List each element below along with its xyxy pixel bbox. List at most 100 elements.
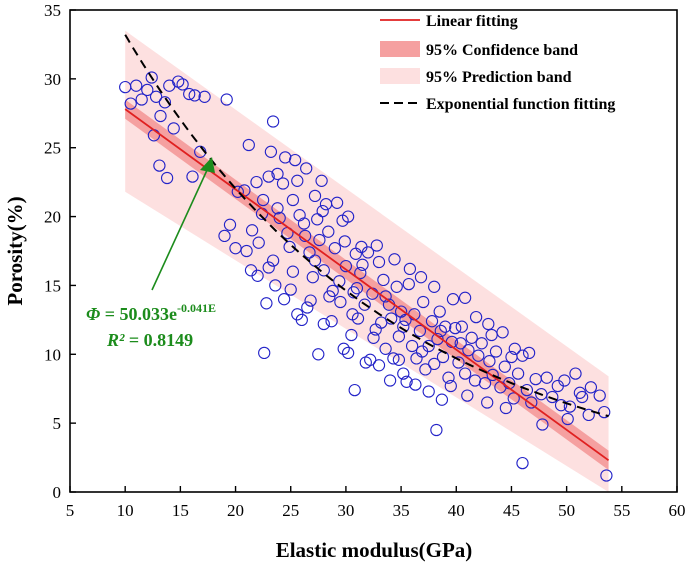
data-point — [291, 174, 304, 187]
data-point — [433, 305, 446, 318]
data-point — [383, 374, 397, 387]
data-point — [397, 367, 410, 380]
data-point — [377, 273, 390, 287]
legend-prediction-swatch — [380, 68, 420, 84]
data-point — [402, 277, 415, 291]
r2-label: R² — [106, 330, 125, 350]
data-point — [598, 405, 611, 419]
data-point — [405, 339, 419, 353]
data-point — [250, 175, 263, 189]
data-point — [322, 225, 335, 238]
x-tick-label: 55 — [613, 501, 630, 520]
data-point — [245, 224, 259, 237]
data-point — [304, 294, 317, 307]
data-point — [338, 235, 351, 248]
data-point — [558, 374, 571, 387]
y-tick-label: 10 — [44, 345, 61, 364]
y-tick-label: 35 — [44, 1, 61, 20]
data-point — [240, 244, 253, 258]
data-point — [498, 360, 511, 373]
data-point — [300, 162, 313, 175]
data-point — [397, 320, 410, 333]
data-point — [223, 218, 237, 231]
data-point — [573, 386, 587, 399]
data-point — [489, 345, 503, 358]
equation-annotation: Φ = 50.033e-0.041E R² = 0.8149 — [86, 157, 216, 350]
data-point — [262, 261, 275, 274]
data-point — [511, 367, 525, 380]
data-point — [409, 378, 422, 391]
data-point — [435, 393, 449, 406]
data-point — [262, 170, 275, 183]
data-point — [540, 371, 553, 384]
data-point — [317, 264, 330, 277]
data-point — [458, 291, 472, 304]
data-point — [266, 254, 280, 267]
x-tick-label: 60 — [669, 501, 685, 520]
data-point — [130, 79, 143, 92]
y-tick-label: 0 — [53, 483, 62, 502]
x-tick-label: 50 — [558, 501, 575, 520]
data-point — [345, 328, 358, 342]
data-point — [313, 233, 326, 247]
data-point — [486, 368, 499, 382]
data-point — [449, 321, 462, 335]
data-point — [135, 93, 148, 106]
data-point — [183, 87, 196, 101]
data-point — [317, 317, 330, 331]
data-point — [442, 371, 455, 384]
equation-exponent: -0.041E — [177, 301, 216, 315]
legend-exponential-label: Exponential function fitting — [426, 96, 615, 113]
y-tick-label: 25 — [44, 139, 61, 158]
data-point — [266, 115, 280, 128]
data-point — [271, 167, 284, 181]
legend: Linear fitting 95% Confidence band 95% P… — [380, 13, 615, 113]
data-point — [452, 356, 465, 369]
data-point — [478, 377, 492, 390]
data-point — [444, 379, 457, 393]
data-point — [160, 171, 174, 185]
data-point — [330, 196, 344, 209]
data-point — [218, 229, 231, 243]
data-point — [355, 240, 368, 254]
data-point — [388, 253, 401, 266]
data-point — [414, 271, 428, 284]
data-point — [387, 352, 400, 365]
data-point — [291, 308, 304, 321]
data-point — [277, 293, 291, 306]
data-point — [563, 400, 577, 413]
x-tick-label: 15 — [172, 501, 189, 520]
y-tick-label: 30 — [44, 70, 61, 89]
data-point — [520, 383, 534, 397]
data-point — [385, 312, 398, 325]
data-point — [306, 271, 319, 284]
data-point — [269, 279, 282, 292]
data-point — [400, 375, 413, 388]
data-point — [258, 346, 271, 360]
data-point — [297, 217, 311, 230]
data-point — [472, 349, 485, 362]
data-point — [561, 412, 574, 426]
data-point — [176, 78, 189, 91]
legend-linear-label: Linear fitting — [426, 13, 518, 30]
data-points — [119, 71, 613, 482]
data-point — [569, 367, 582, 380]
y-axis-title: Porosity(%) — [3, 196, 27, 305]
data-point — [264, 145, 278, 158]
x-tick-label: 45 — [503, 501, 520, 520]
annotation-arrow-line — [151, 167, 209, 291]
data-point — [507, 392, 520, 405]
x-tick-label: 25 — [282, 501, 299, 520]
data-point — [419, 363, 432, 376]
data-point — [141, 83, 154, 97]
x-tick-label: 10 — [117, 501, 134, 520]
data-point — [316, 204, 329, 218]
equation-lhs: Φ — [86, 304, 100, 324]
y-axis-ticks: 0 5 10 15 20 25 30 35 — [44, 1, 76, 502]
data-point — [379, 290, 392, 303]
data-point — [458, 367, 472, 380]
data-point — [403, 262, 417, 276]
data-point — [522, 346, 536, 360]
equation-r2: R² = 0.8149 — [106, 330, 193, 350]
